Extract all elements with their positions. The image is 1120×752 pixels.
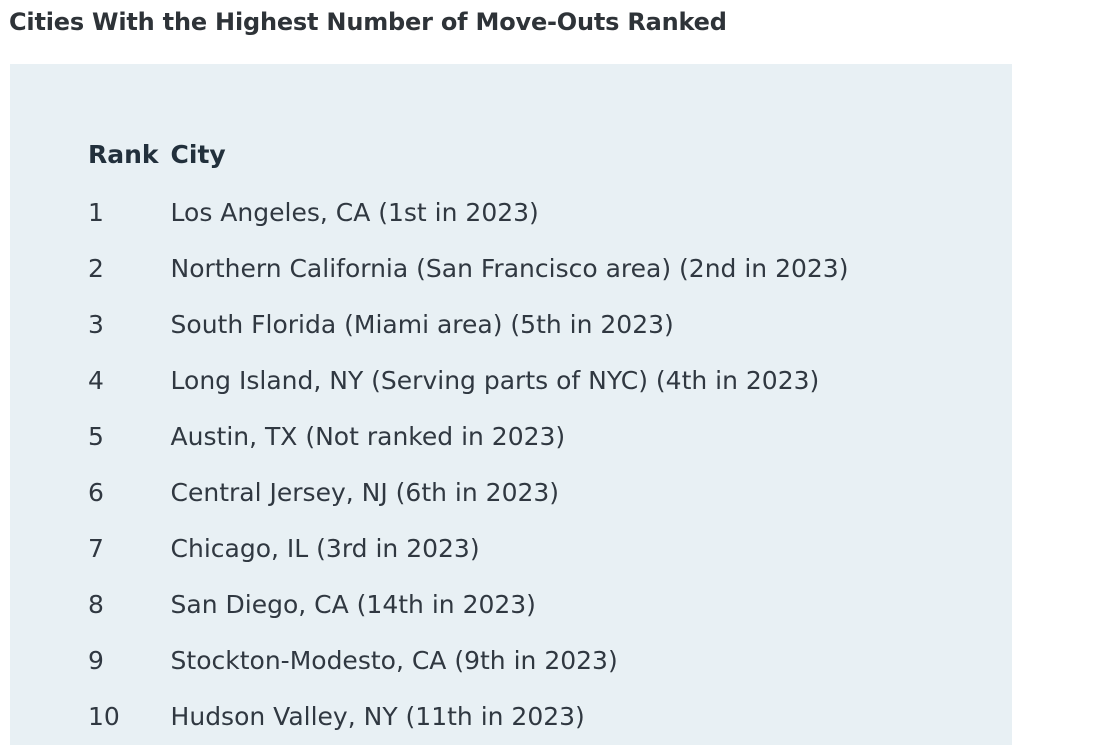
city-cell: Northern California (San Francisco area)… <box>170 253 849 283</box>
table-row: 9 Stockton-Modesto, CA (9th in 2023) <box>78 632 858 688</box>
city-cell: Los Angeles, CA (1st in 2023) <box>170 197 539 227</box>
city-cell: Central Jersey, NJ (6th in 2023) <box>170 477 560 507</box>
rank-cell: 6 <box>88 477 104 507</box>
header-city: City <box>170 140 226 169</box>
rank-cell: 2 <box>88 253 104 283</box>
table-row: 10 Hudson Valley, NY (11th in 2023) <box>78 688 858 744</box>
table-row: 2 Northern California (San Francisco area… <box>78 240 858 296</box>
rank-cell: 1 <box>88 197 104 227</box>
rank-cell: 5 <box>88 421 104 451</box>
table-row: 7 Chicago, IL (3rd in 2023) <box>78 520 858 576</box>
table-row: 5 Austin, TX (Not ranked in 2023) <box>78 408 858 464</box>
table-header-row: Rank City <box>78 140 858 184</box>
city-cell: Stockton-Modesto, CA (9th in 2023) <box>170 645 618 675</box>
header-rank: Rank <box>88 140 159 169</box>
city-cell: Chicago, IL (3rd in 2023) <box>170 533 480 563</box>
rank-cell: 4 <box>88 365 104 395</box>
rankings-table: Rank City 1 Los Angeles, CA (1st in 2023)… <box>78 140 858 744</box>
rank-cell: 9 <box>88 645 104 675</box>
table-row: 6 Central Jersey, NJ (6th in 2023) <box>78 464 858 520</box>
table-row: 3 South Florida (Miami area) (5th in 2023… <box>78 296 858 352</box>
table-row: 8 San Diego, CA (14th in 2023) <box>78 576 858 632</box>
rank-cell: 10 <box>88 701 120 731</box>
rank-cell: 8 <box>88 589 104 619</box>
table-row: 4 Long Island, NY (Serving parts of NYC) … <box>78 352 858 408</box>
city-cell: Long Island, NY (Serving parts of NYC) (… <box>170 365 820 395</box>
table-row: 1 Los Angeles, CA (1st in 2023) <box>78 184 858 240</box>
rank-cell: 3 <box>88 309 104 339</box>
rank-cell: 7 <box>88 533 104 563</box>
table-panel: Rank City 1 Los Angeles, CA (1st in 2023)… <box>10 64 1012 745</box>
page-title: Cities With the Highest Number of Move-O… <box>9 8 727 36</box>
city-cell: San Diego, CA (14th in 2023) <box>170 589 536 619</box>
city-cell: Hudson Valley, NY (11th in 2023) <box>170 701 585 731</box>
city-cell: South Florida (Miami area) (5th in 2023) <box>170 309 674 339</box>
city-cell: Austin, TX (Not ranked in 2023) <box>170 421 566 451</box>
